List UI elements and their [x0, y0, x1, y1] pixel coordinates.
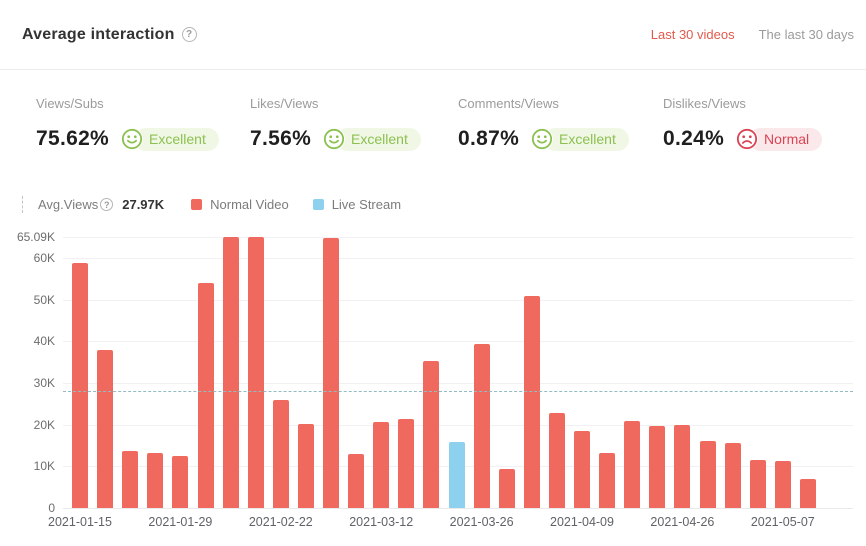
smiley-happy-icon — [323, 128, 346, 150]
range-tabs: Last 30 videos The last 30 days — [651, 27, 854, 42]
rating-badge: Excellent — [531, 127, 629, 151]
rating-label: Excellent — [336, 127, 421, 151]
y-axis-tick-label: 0 — [48, 501, 55, 515]
metric-label: Dislikes/Views — [663, 96, 746, 111]
smiley-sad-icon — [736, 128, 759, 150]
metric-dislikes-views: Dislikes/Views 0.24% Normal — [663, 96, 854, 151]
normal-video-bar[interactable] — [699, 441, 716, 508]
normal-video-bar[interactable] — [97, 350, 114, 508]
normal-video-bar[interactable] — [473, 344, 490, 508]
legend-item-live-stream[interactable]: Live Stream — [312, 197, 402, 212]
normal-video-bar[interactable] — [272, 400, 289, 508]
rating-badge: Excellent — [121, 127, 219, 151]
normal-video-bar[interactable] — [674, 425, 691, 508]
y-axis-tick-label: 30K — [33, 376, 55, 391]
gridline — [63, 299, 853, 301]
x-axis-tick-label: 2021-05-07 — [750, 515, 815, 529]
gridline — [63, 237, 853, 238]
normal-video-bar[interactable] — [624, 421, 641, 508]
chart-legend: Avg.Views ? 27.97K Normal Video Live Str… — [22, 196, 401, 213]
normal-video-swatch — [191, 199, 203, 210]
legend-label: Normal Video — [210, 197, 289, 212]
metric-likes-views: Likes/Views 7.56% Excellent — [250, 96, 458, 151]
normal-video-bar[interactable] — [774, 461, 791, 508]
normal-video-bar[interactable] — [222, 237, 239, 508]
y-axis-tick-label: 40K — [33, 334, 55, 349]
avg-views-label: Avg.Views ? — [38, 197, 114, 212]
normal-video-bar[interactable] — [749, 460, 766, 508]
metric-value: 75.62% — [36, 127, 110, 150]
metric-label: Likes/Views — [250, 96, 319, 111]
normal-video-bar[interactable] — [799, 479, 816, 508]
gridline — [63, 508, 853, 509]
rating-label: Normal — [749, 127, 823, 151]
normal-video-bar[interactable] — [398, 419, 415, 508]
avg-views-value: 27.97K — [122, 197, 165, 212]
metric-label: Views/Subs — [36, 96, 104, 111]
x-axis-tick-label: 2021-03-26 — [449, 515, 514, 529]
normal-video-bar[interactable] — [574, 431, 590, 508]
live-stream-bar[interactable] — [448, 442, 465, 508]
y-axis-tick-label: 20K — [33, 417, 55, 432]
gridline — [63, 383, 853, 385]
metric-label: Comments/Views — [458, 96, 559, 111]
normal-video-bar[interactable] — [197, 283, 214, 508]
normal-video-bar[interactable] — [323, 238, 339, 508]
x-axis-tick-label: 2021-01-29 — [148, 515, 213, 529]
gridline — [63, 341, 853, 343]
normal-video-bar[interactable] — [498, 469, 515, 508]
average-views-line — [63, 390, 853, 392]
avg-line-legend-icon — [22, 196, 23, 213]
normal-video-bar[interactable] — [297, 424, 314, 508]
normal-video-bar[interactable] — [423, 361, 440, 508]
gridline — [63, 258, 853, 260]
legend-label: Live Stream — [331, 197, 402, 212]
y-axis-tick-label: 65.09K — [16, 230, 55, 244]
normal-video-bar[interactable] — [72, 263, 88, 508]
rating-badge: Normal — [736, 127, 823, 151]
tab-last-30-days[interactable]: The last 30 days — [758, 27, 854, 42]
metric-comments-views: Comments/Views 0.87% Excellent — [458, 96, 663, 151]
rating-badge: Excellent — [323, 127, 421, 151]
smiley-happy-icon — [121, 128, 144, 150]
help-icon[interactable]: ? — [181, 27, 197, 42]
bar-chart-plot: 0 10K 20K 30K 40K 50K 60K 65.09K 2021-01-15 2021-… — [17, 230, 853, 529]
normal-video-bar[interactable] — [599, 453, 616, 508]
normal-video-bar[interactable] — [348, 454, 365, 508]
rating-label: Excellent — [544, 127, 629, 151]
metric-value: 0.24% — [663, 127, 725, 150]
x-axis-tick-label: 2021-02-22 — [248, 515, 313, 529]
y-axis-tick-label: 50K — [33, 292, 55, 307]
smiley-happy-icon — [531, 128, 554, 150]
y-axis-tick-label: 60K — [33, 251, 55, 266]
metric-value: 0.87% — [458, 127, 520, 150]
live-stream-swatch — [312, 199, 324, 210]
tab-last-30-videos[interactable]: Last 30 videos — [650, 27, 735, 42]
panel-title: Average interaction — [22, 25, 175, 43]
x-axis-tick-label: 2021-04-26 — [650, 515, 715, 529]
x-axis-tick-label: 2021-01-15 — [48, 515, 112, 529]
normal-video-bar[interactable] — [122, 451, 139, 508]
metric-value: 7.56% — [250, 127, 312, 150]
normal-video-bar[interactable] — [247, 237, 264, 508]
x-axis-tick-label: 2021-04-09 — [550, 515, 614, 529]
normal-video-bar[interactable] — [147, 453, 164, 508]
metric-views-subs: Views/Subs 75.62% Excellent — [36, 96, 250, 151]
y-axis-tick-label: 10K — [33, 459, 55, 474]
normal-video-bar[interactable] — [649, 426, 666, 508]
help-icon[interactable]: ? — [100, 198, 114, 211]
rating-label: Excellent — [134, 127, 219, 151]
metrics-row: Views/Subs 75.62% Excellent Likes/Views … — [36, 96, 854, 151]
normal-video-bar[interactable] — [373, 422, 390, 508]
normal-video-bar[interactable] — [724, 443, 741, 508]
panel-header: Average interaction ? Last 30 videos The… — [0, 0, 866, 70]
normal-video-bar[interactable] — [548, 413, 565, 508]
normal-video-bar[interactable] — [172, 456, 189, 508]
gridline — [63, 424, 853, 426]
x-axis-tick-label: 2021-03-12 — [349, 515, 414, 529]
legend-item-normal-video[interactable]: Normal Video — [191, 197, 289, 212]
normal-video-bar[interactable] — [523, 296, 540, 508]
